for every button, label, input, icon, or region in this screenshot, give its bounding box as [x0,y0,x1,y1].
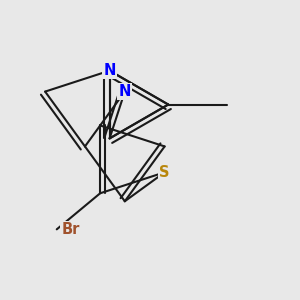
Text: Br: Br [61,222,80,237]
Text: S: S [159,165,170,180]
Text: N: N [118,84,131,99]
Text: N: N [103,63,116,78]
